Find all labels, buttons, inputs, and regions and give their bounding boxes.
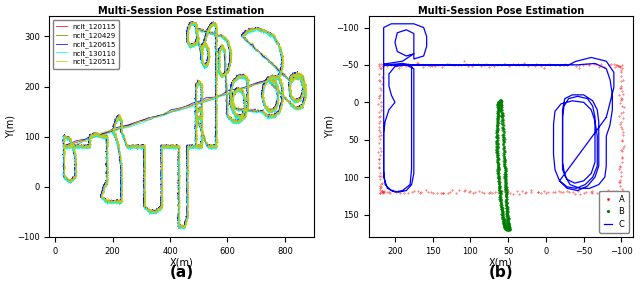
nclt_120115: [180, 227, 188, 230]
A: [460, 60, 467, 63]
nclt_120511: [185, 26, 193, 30]
nclt_120429: [61, 145, 68, 149]
A: [616, 181, 623, 184]
nclt_120615: [60, 143, 68, 147]
nclt_130110: [262, 114, 269, 118]
A: [379, 62, 387, 65]
nclt_120615: [285, 87, 293, 91]
nclt_120429: [192, 21, 200, 25]
nclt_120615: [196, 114, 204, 117]
nclt_120115: [236, 119, 244, 122]
nclt_120115: [192, 41, 200, 44]
A: [379, 64, 387, 68]
nclt_120511: [262, 112, 269, 115]
nclt_120429: [286, 89, 294, 93]
B: [497, 101, 504, 105]
B: [499, 130, 507, 133]
Line: A: A: [378, 61, 625, 195]
C: [380, 145, 387, 148]
nclt_120615: [60, 144, 67, 147]
C: [380, 174, 387, 177]
B: [497, 98, 504, 101]
A: [376, 64, 383, 68]
nclt_120615: [189, 20, 196, 23]
nclt_120511: [193, 40, 201, 43]
nclt_130110: [185, 29, 193, 32]
Text: (b): (b): [488, 265, 513, 280]
nclt_130110: [180, 227, 188, 231]
nclt_130110: [197, 117, 205, 120]
nclt_130110: [60, 146, 68, 150]
Text: (a): (a): [170, 265, 193, 280]
nclt_120511: [61, 142, 68, 146]
nclt_120115: [184, 27, 192, 30]
nclt_120615: [261, 113, 269, 116]
Line: B: B: [495, 99, 511, 231]
C: [387, 22, 395, 26]
B: [502, 226, 509, 229]
A: [618, 66, 626, 70]
nclt_120115: [189, 21, 197, 25]
nclt_120511: [181, 226, 189, 229]
A: [485, 65, 493, 69]
nclt_120429: [198, 115, 205, 119]
nclt_120511: [189, 20, 197, 24]
nclt_120511: [198, 113, 205, 116]
nclt_120429: [185, 27, 193, 30]
nclt_120511: [286, 89, 294, 92]
nclt_130110: [60, 147, 68, 150]
nclt_130110: [236, 119, 244, 122]
nclt_120511: [237, 119, 245, 122]
Line: C: C: [383, 24, 614, 192]
B: [496, 101, 504, 104]
nclt_120615: [183, 26, 191, 29]
C: [385, 188, 393, 191]
nclt_120615: [236, 118, 244, 121]
B: [500, 157, 508, 161]
C: [383, 113, 391, 116]
nclt_120115: [60, 145, 68, 148]
X-axis label: X(m): X(m): [489, 257, 513, 267]
nclt_120615: [192, 40, 200, 43]
nclt_120429: [61, 146, 68, 150]
Line: nclt_120115: nclt_120115: [63, 23, 305, 229]
B: [504, 228, 512, 232]
X-axis label: X(m): X(m): [170, 257, 193, 267]
nclt_120615: [177, 226, 184, 229]
C: [559, 128, 566, 132]
C: [395, 190, 403, 194]
nclt_120115: [197, 115, 205, 119]
C: [550, 140, 557, 144]
Title: Multi-Session Pose Estimation: Multi-Session Pose Estimation: [99, 5, 264, 16]
Legend: A, B, C: A, B, C: [599, 191, 628, 233]
C: [602, 116, 610, 119]
Line: nclt_120615: nclt_120615: [63, 22, 305, 227]
B: [493, 169, 500, 173]
A: [614, 193, 621, 196]
Title: Multi-Session Pose Estimation: Multi-Session Pose Estimation: [417, 5, 584, 16]
Line: nclt_130110: nclt_130110: [63, 23, 306, 229]
nclt_130110: [191, 21, 199, 25]
nclt_120429: [179, 227, 186, 231]
nclt_120115: [261, 112, 269, 115]
nclt_120429: [236, 119, 244, 123]
Y-axis label: Y(m): Y(m): [324, 115, 335, 138]
nclt_120429: [193, 42, 200, 45]
nclt_120115: [285, 89, 293, 92]
C: [602, 116, 610, 119]
B: [499, 211, 507, 214]
Line: nclt_120511: nclt_120511: [63, 22, 307, 228]
nclt_130110: [285, 91, 293, 94]
nclt_120115: [60, 144, 68, 148]
nclt_120429: [262, 113, 269, 116]
B: [493, 118, 501, 121]
A: [387, 192, 394, 195]
Y-axis label: Y(m): Y(m): [6, 115, 15, 138]
Line: nclt_120429: nclt_120429: [63, 23, 307, 229]
nclt_130110: [192, 42, 200, 45]
A: [397, 64, 404, 67]
Legend: nclt_120115, nclt_120429, nclt_120615, nclt_130110, nclt_120511: nclt_120115, nclt_120429, nclt_120615, n…: [53, 20, 120, 69]
nclt_120511: [61, 145, 69, 148]
